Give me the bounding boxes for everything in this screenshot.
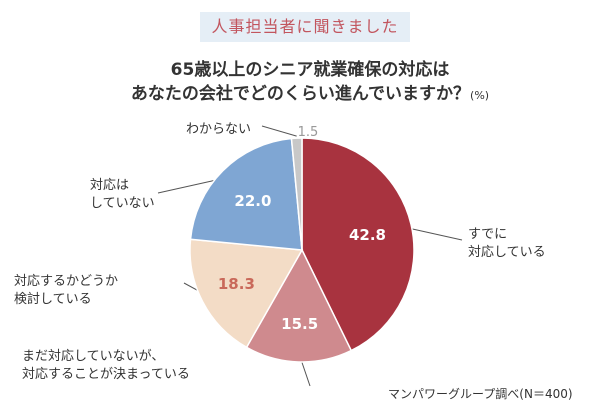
value-label-not-responding: 22.0 [234, 192, 271, 210]
label-considering: 対応するかどうか 検討している [14, 273, 118, 309]
value-label-dont-know: 1.5 [298, 125, 319, 140]
pie-slice-not-responding [189, 137, 303, 251]
label-already-responding-line1: すでに [468, 227, 508, 242]
label-considering-line1: 対応するかどうか [14, 274, 119, 289]
banner: 人事担当者に聞きました [200, 12, 410, 42]
pie-slice-considering [189, 238, 304, 349]
pie-slice-already-responding [301, 137, 415, 352]
label-not-responding-line2: していない [90, 196, 155, 211]
label-not-responding: 対応は していない [90, 177, 155, 213]
label-already-responding-line2: 対応している [468, 245, 546, 260]
label-dont-know: わからない [186, 121, 251, 139]
value-label-considering: 18.3 [218, 275, 255, 293]
label-decided-to-respond-line2: 対応することが決まっている [22, 367, 190, 382]
pie-slice-decided-to-respond [245, 248, 353, 363]
leader-line-dont-know [261, 125, 297, 137]
chart-title: 65歳以上のシニア就業確保の対応は あなたの会社でどのくらい進んでいますか？(%… [100, 58, 520, 108]
label-not-responding-line1: 対応は [90, 178, 130, 193]
title-line-2-text: あなたの会社でどのくらい進んでいますか？ [130, 84, 471, 104]
label-already-responding: すでに 対応している [468, 226, 546, 262]
value-label-already-responding: 42.8 [349, 226, 386, 244]
title-line-2: あなたの会社でどのくらい進んでいますか？(%) [100, 82, 520, 108]
value-label-decided-to-respond: 15.5 [281, 315, 318, 333]
label-decided-to-respond-line1: まだ対応していないが、 [22, 349, 165, 364]
label-decided-to-respond: まだ対応していないが、 対応することが決まっている [22, 348, 190, 384]
pie-slice-dont-know [290, 137, 303, 251]
label-considering-line2: 検討している [14, 292, 92, 307]
label-dont-know-line1: わからない [186, 122, 252, 137]
title-unit: (%) [470, 89, 490, 102]
source-credit: マンパワーグループ調べ(N＝400) [388, 387, 573, 401]
title-line-1: 65歳以上のシニア就業確保の対応は [170, 60, 450, 80]
